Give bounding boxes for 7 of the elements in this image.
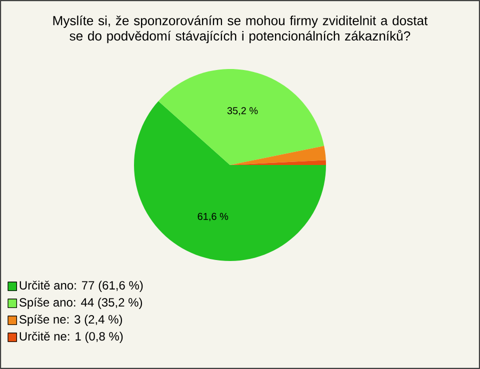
data-label: 61,6 %	[198, 212, 228, 222]
legend-label: Určitě ano: 77 (61,6 %)	[20, 280, 143, 292]
chart-title: Myslíte si, že sponzorováním se mohou firmy zviditelnit a dostat se do podvědomí stávajících i potencionálních zákazníků?	[53, 16, 428, 44]
legend-label: Spíše ano: 44 (35,2 %)	[19, 298, 142, 309]
data-label: 35,2 %	[227, 107, 258, 116]
legend-label: Spíše ne: 3 (2,4 %)	[19, 314, 122, 326]
legend-label: Určitě ne: 1 (0,8 %)	[20, 332, 123, 343]
